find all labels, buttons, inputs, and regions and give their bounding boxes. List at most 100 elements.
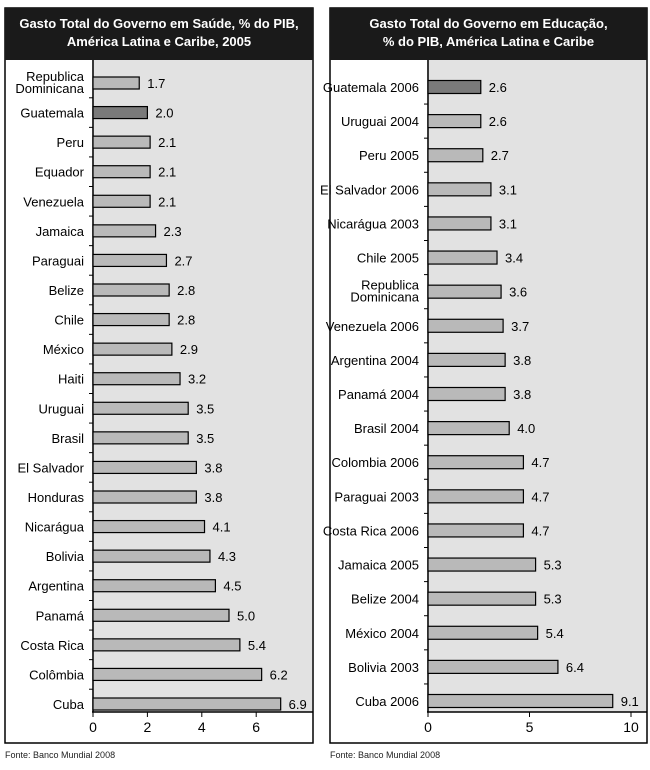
chart-title-bar	[330, 8, 647, 60]
category-label: Jamaica 2005	[338, 558, 419, 573]
x-tick-label: 6	[252, 719, 260, 735]
chart-title-bar	[5, 8, 313, 60]
bar	[427, 250, 498, 265]
bar	[427, 352, 506, 367]
category-label: Paraguai 2003	[334, 489, 419, 504]
value-label: 3.8	[204, 460, 222, 475]
bar	[427, 489, 525, 504]
bar	[92, 638, 241, 652]
value-label: 5.4	[546, 626, 564, 641]
bar	[427, 216, 492, 231]
category-label: Argentina	[28, 579, 84, 594]
category-label: Bolivia	[46, 549, 85, 564]
category-label: Panamá 2004	[338, 387, 419, 402]
category-label: Colômbia	[29, 667, 85, 682]
category-label: Uruguai 2004	[341, 114, 419, 129]
value-label: 3.8	[513, 387, 531, 402]
bar	[92, 460, 197, 475]
bar	[427, 284, 502, 299]
source-left: Fonte: Banco Mundial 2008	[5, 750, 116, 760]
value-label: 3.2	[188, 372, 206, 387]
bar	[92, 431, 189, 445]
bar	[427, 557, 537, 572]
bar	[92, 224, 157, 238]
chart-panel-1: Gasto Total do Governo em Saúde, % do PI…	[4, 7, 314, 744]
value-label: 4.3	[218, 549, 236, 564]
value-label: 2.0	[155, 106, 173, 121]
value-label: 2.8	[177, 283, 195, 298]
value-label: 6.2	[270, 667, 288, 682]
bar	[92, 312, 170, 327]
category-label: Peru	[57, 135, 84, 150]
x-tick-label: 0	[424, 719, 432, 735]
category-label: Nicarágua	[25, 520, 85, 535]
category-label: El Salvador 2006	[320, 182, 419, 197]
value-label: 2.1	[158, 194, 176, 209]
bar	[92, 283, 170, 297]
value-label: 3.1	[499, 216, 517, 231]
value-label: 3.5	[196, 401, 214, 416]
bar	[92, 401, 189, 415]
value-label: 2.6	[489, 80, 507, 95]
category-label: Guatemala 2006	[323, 80, 419, 95]
bar	[92, 549, 211, 563]
value-label: 3.4	[505, 251, 523, 266]
bar	[427, 114, 482, 129]
bar	[92, 253, 168, 268]
value-label: 3.6	[509, 285, 527, 300]
chart-title-line: Gasto Total do Governo em Saúde, % do PI…	[19, 16, 298, 31]
bar	[427, 625, 539, 640]
category-label: México 2004	[345, 626, 419, 641]
value-label: 3.1	[499, 182, 517, 197]
category-label: Jamaica	[36, 224, 85, 239]
category-label: Republica	[361, 278, 420, 293]
x-tick-label: 2	[144, 719, 152, 735]
bar	[427, 386, 506, 402]
value-label: 5.3	[544, 558, 562, 573]
value-label: 2.8	[177, 313, 195, 328]
category-label: Chile 2005	[357, 251, 419, 266]
chart-title-line: Gasto Total do Governo em Educação,	[369, 16, 607, 31]
value-label: 3.7	[511, 319, 529, 334]
value-label: 5.0	[237, 608, 255, 623]
value-label: 4.5	[223, 579, 241, 594]
value-label: 2.9	[180, 342, 198, 357]
category-label: Bolivia 2003	[348, 660, 419, 675]
value-label: 2.6	[489, 114, 507, 129]
value-label: 3.8	[204, 490, 222, 505]
category-label: Republica	[26, 69, 85, 84]
value-label: 3.8	[513, 353, 531, 368]
value-label: 4.1	[213, 520, 231, 535]
bar	[427, 421, 510, 436]
value-label: 5.3	[544, 592, 562, 607]
bar	[92, 519, 206, 534]
category-label: Chile	[54, 313, 84, 328]
value-label: 4.0	[517, 421, 535, 436]
value-label: 3.5	[196, 431, 214, 446]
bar	[92, 697, 282, 711]
category-label: Panamá	[36, 608, 85, 623]
category-label: Brasil 2004	[354, 421, 419, 436]
category-label: Costa Rica 2006	[323, 523, 419, 538]
bar	[92, 105, 149, 120]
bar	[427, 659, 559, 674]
bar	[427, 591, 537, 606]
category-label: Uruguai	[38, 401, 84, 416]
value-label: 6.9	[289, 697, 307, 712]
category-label: Venezuela 2006	[326, 319, 419, 334]
value-label: 4.7	[531, 489, 549, 504]
value-label: 1.7	[147, 76, 165, 91]
chart-panel-2: Gasto Total do Governo em Educação, % do …	[320, 7, 648, 744]
value-label: 5.4	[248, 638, 266, 653]
category-label: Cuba 2006	[355, 694, 419, 709]
bar	[92, 579, 217, 593]
source-right: Fonte: Banco Mundial 2008	[330, 750, 441, 760]
value-label: 2.1	[158, 165, 176, 180]
value-label: 2.7	[174, 253, 192, 268]
category-label: Belize	[49, 283, 84, 298]
chart-title-line: América Latina e Caribe, 2005	[67, 34, 251, 49]
x-tick-label: 10	[623, 719, 639, 735]
category-label: Costa Rica	[20, 638, 84, 653]
chart-title-line: % do PIB, América Latina e Caribe	[383, 34, 594, 49]
bar	[427, 693, 614, 709]
